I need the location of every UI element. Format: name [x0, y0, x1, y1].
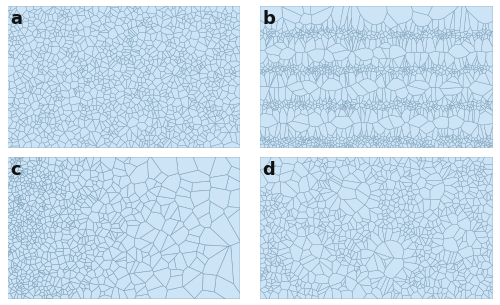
Text: b: b	[262, 10, 275, 28]
Text: c: c	[10, 161, 20, 179]
Text: d: d	[262, 161, 275, 179]
Text: a: a	[10, 10, 22, 28]
